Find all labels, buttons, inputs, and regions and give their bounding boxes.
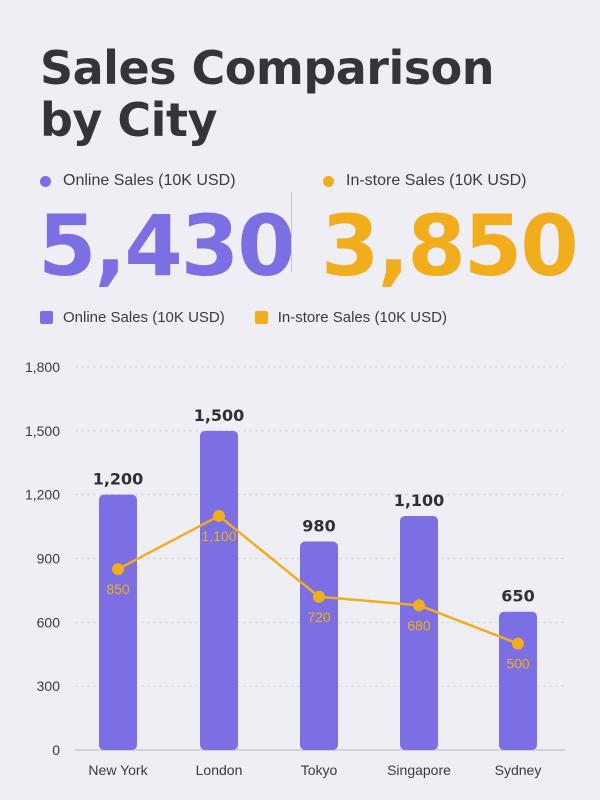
online-dot-icon — [40, 175, 51, 187]
y-tick-label: 1,800 — [25, 359, 60, 375]
legend-item-online: Online Sales (10K USD) — [40, 309, 225, 326]
legend-instore-label: In-store Sales (10K USD) — [277, 309, 447, 326]
bar-online — [200, 430, 238, 750]
bar-value-label: 980 — [302, 516, 335, 535]
kpi-online-label: Online Sales (10K USD) — [40, 172, 236, 190]
instore-value-label: 680 — [407, 617, 431, 633]
legend-online-label: Online Sales (10K USD) — [63, 309, 225, 326]
instore-value-label: 500 — [506, 656, 530, 672]
legend-item-instore: In-store Sales (10K USD) — [254, 309, 447, 326]
y-tick-label: 0 — [52, 742, 60, 758]
bar-value-label: 1,200 — [93, 470, 144, 489]
chart-title: Sales Comparison by City — [40, 41, 494, 147]
kpi-online-label-text: Online Sales (10K USD) — [63, 172, 236, 189]
instore-point — [112, 563, 124, 576]
instore-point — [313, 590, 325, 603]
instore-dot-icon — [323, 175, 334, 187]
bar-online — [499, 611, 537, 750]
y-tick-label: 300 — [37, 678, 61, 694]
x-tick-label: London — [196, 762, 243, 778]
x-tick-label: Singapore — [387, 762, 451, 778]
instore-value-label: 1,100 — [201, 528, 236, 544]
instore-value-label: 850 — [106, 581, 130, 597]
instore-point — [413, 599, 425, 612]
x-tick-label: Tokyo — [301, 762, 338, 778]
y-tick-label: 1,500 — [25, 423, 60, 439]
instore-value-label: 720 — [307, 609, 331, 625]
x-tick-label: Sydney — [495, 762, 542, 778]
instore-point — [512, 637, 524, 650]
instore-line: 850 1,100 720 680 500 — [106, 509, 530, 672]
bar-online — [99, 494, 137, 750]
instore-point — [213, 509, 225, 522]
kpi-instore-label-text: In-store Sales (10K USD) — [346, 172, 527, 189]
bar-online — [400, 515, 438, 750]
kpi-online-value: 5,430 — [38, 197, 296, 295]
bars: 1,200 1,500 980 1,100 650 — [93, 406, 537, 750]
legend-instore-swatch-icon — [254, 311, 268, 324]
kpi-instore-value: 3,850 — [321, 197, 579, 295]
bar-value-label: 650 — [501, 587, 534, 606]
chart-legend: Online Sales (10K USD) In-store Sales (1… — [40, 309, 447, 326]
y-tick-label: 900 — [37, 551, 61, 567]
legend-online-swatch-icon — [40, 311, 53, 324]
y-tick-label: 600 — [37, 614, 61, 630]
kpi-instore-label: In-store Sales (10K USD) — [323, 172, 527, 190]
kpi-divider — [291, 192, 292, 272]
y-axis: 0 300 600 900 1,200 1,500 1,800 — [25, 359, 60, 758]
y-tick-label: 1,200 — [25, 487, 60, 503]
bar-online — [300, 541, 338, 750]
x-tick-label: New York — [88, 762, 148, 778]
bar-value-label: 1,100 — [394, 491, 445, 510]
bar-value-label: 1,500 — [194, 406, 245, 425]
x-axis: New York London Tokyo Singapore Sydney — [88, 762, 541, 778]
